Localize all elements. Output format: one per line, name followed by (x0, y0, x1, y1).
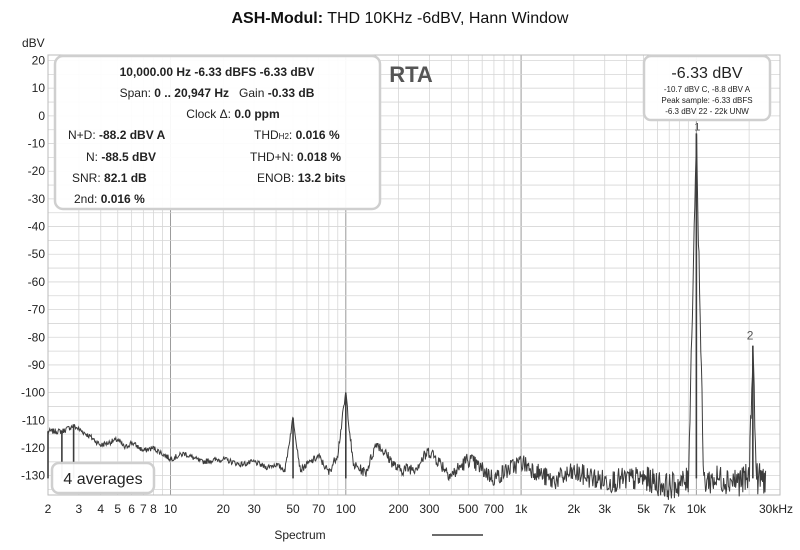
info-panel: 10,000.00 Hz -6.33 dBFS -6.33 dBV Span: … (53, 54, 382, 211)
y-axis-label: dBV (22, 36, 45, 50)
clock-value: 0.0 ppm (234, 107, 279, 121)
level-line1: -10.7 dBV C, -8.8 dBV A (664, 85, 751, 94)
x-tick-label: 10k (687, 502, 707, 516)
x-tick-labels: 2 3 4 5 6 7 8 10 20 30 50 70 100 200 300 500 700 1k 2k 3k 5k… (45, 502, 793, 516)
y-tick-label: -50 (28, 247, 46, 261)
thdn-value: 0.018 % (297, 150, 341, 164)
enob-value: 13.2 bits (298, 171, 346, 185)
chart-title-rest: THD 10KHz -6dBV, Hann Window (323, 10, 569, 27)
x-tick-label: 300 (419, 502, 439, 516)
y-tick-label: -20 (28, 164, 46, 178)
spectrum-trace (47, 134, 767, 500)
x-tick-label: 2k (568, 502, 582, 516)
x-tick-label: 100 (336, 502, 356, 516)
thdh2-label: THD (254, 128, 279, 142)
x-tick-label: 5 (114, 502, 121, 516)
x-tick-label: 30kHz (759, 502, 793, 516)
snr-value: 82.1 dB (104, 171, 147, 185)
level-main: -6.33 dBV (671, 65, 742, 82)
y-tick-label: -100 (21, 386, 45, 400)
nd-value: -88.2 dBV A (99, 128, 166, 142)
y-tick-label: 0 (38, 109, 45, 123)
x-tick-label: 7k (663, 502, 677, 516)
h2-value: 0.016 % (101, 192, 145, 206)
peak-marker-label: 1 (694, 121, 700, 133)
chart-title: ASH-Modul: THD 10KHz -6dBV, Hann Window (232, 10, 569, 27)
harmonic-marker-label: 2 (747, 329, 754, 343)
y-tick-label: -90 (28, 358, 46, 372)
x-tick-label: 50 (286, 502, 300, 516)
span-label: Span: (120, 86, 155, 100)
thdh2-sub: H2 (279, 132, 290, 141)
plot-frame (47, 54, 781, 496)
x-tick-label: 700 (484, 502, 504, 516)
enob-label: ENOB: (257, 171, 298, 185)
y-tick-label: 10 (32, 81, 46, 95)
y-tick-label: -80 (28, 330, 46, 344)
y-tick-label: 20 (32, 54, 46, 68)
x-tick-label: 7 (140, 502, 147, 516)
y-tick-label: -110 (22, 413, 45, 427)
y-tick-label: -40 (28, 220, 46, 234)
info-thdn: THD+N: 0.018 % (250, 150, 341, 164)
nd-label: N+D: (68, 128, 99, 142)
x-tick-label: 8 (150, 502, 157, 516)
x-tick-label: 1k (515, 502, 529, 516)
chart-title-bold: ASH-Modul: (232, 10, 324, 27)
x-tick-label: 10 (164, 502, 178, 516)
gain-label: Gain (239, 86, 268, 100)
rta-label: RTA (389, 62, 433, 87)
gain-value: -0.33 dB (268, 86, 315, 100)
thdn-label: THD+N: (250, 150, 297, 164)
x-tick-label: 20 (217, 502, 231, 516)
y-tick-label: -130 (21, 469, 45, 483)
level-panel: -6.33 dBV -10.7 dBV C, -8.8 dBV A Peak s… (642, 54, 772, 122)
info-nd: N+D: -88.2 dBV A (68, 128, 166, 142)
x-tick-label: 70 (312, 502, 326, 516)
clock-label: Clock Δ: (186, 107, 234, 121)
h2-label: 2nd: (74, 192, 101, 206)
span-value: 0 .. 20,947 Hz (154, 86, 229, 100)
y-tick-labels: 20 10 0 -10 -20 -30 -40 -50 -60 -70 -80 -90 -100 -110… (21, 54, 45, 483)
info-n: N: -88.5 dBV (86, 150, 156, 164)
n-label: N: (86, 150, 101, 164)
info-thdh2: THDH2: 0.016 % (254, 128, 340, 142)
x-tick-label: 5k (637, 502, 651, 516)
x-tick-label: 500 (458, 502, 478, 516)
y-tick-label: -30 (28, 192, 46, 206)
x-tick-label: 30 (247, 502, 261, 516)
x-tick-label: 200 (389, 502, 409, 516)
info-clock: Clock Δ: 0.0 ppm (186, 107, 279, 121)
averages-label: 4 averages (63, 471, 142, 488)
info-h2: 2nd: 0.016 % (74, 192, 145, 206)
x-tick-label: 4 (97, 502, 104, 516)
level-line3: -6.3 dBV 22 - 22k UNW (665, 107, 749, 116)
legend-label: Spectrum (274, 528, 325, 542)
averages-box: 4 averages (50, 461, 156, 495)
info-line1: 10,000.00 Hz -6.33 dBFS -6.33 dBV (120, 65, 315, 79)
y-tick-label: -70 (28, 303, 46, 317)
x-tick-label: 6 (128, 502, 135, 516)
info-snr: SNR: 82.1 dB (72, 171, 147, 185)
level-line2: Peak sample: -6.33 dBFS (661, 96, 752, 105)
y-tick-label: -120 (21, 441, 45, 455)
y-tick-label: -10 (28, 137, 46, 151)
x-tick-label: 3k (598, 502, 612, 516)
snr-label: SNR: (72, 171, 104, 185)
thdh2-value: 0.016 % (296, 128, 340, 142)
x-tick-label: 2 (45, 502, 52, 516)
info-span-gain: Span: 0 .. 20,947 Hz Gain -0.33 dB (120, 86, 315, 100)
info-enob: ENOB: 13.2 bits (257, 171, 346, 185)
thdh2-colon: : (289, 128, 296, 142)
n-value: -88.5 dBV (101, 150, 156, 164)
x-tick-label: 3 (76, 502, 83, 516)
y-tick-label: -60 (28, 275, 46, 289)
